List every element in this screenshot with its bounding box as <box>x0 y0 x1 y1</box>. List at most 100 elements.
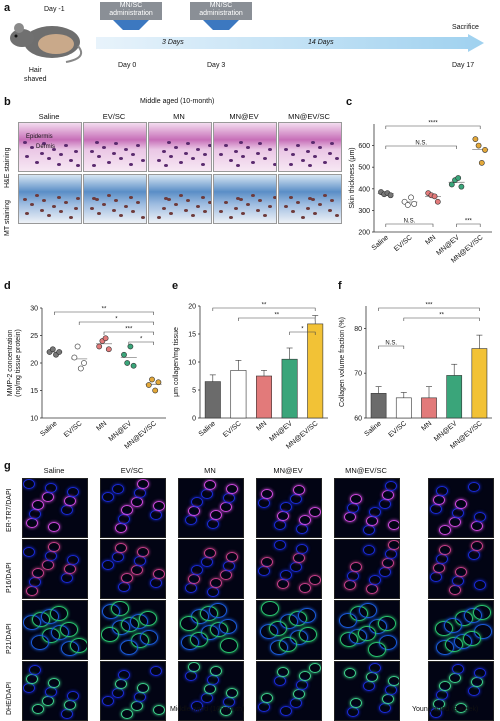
cell-structure <box>269 621 287 636</box>
sig-bracket <box>289 331 316 335</box>
cell-structure <box>137 479 149 489</box>
data-point <box>387 192 394 199</box>
data-point <box>130 362 137 369</box>
data-point <box>431 193 438 200</box>
cell-nucleus <box>124 205 128 208</box>
y-tick-label: 20 <box>30 361 38 368</box>
cell-structure <box>42 560 54 570</box>
cell-nucleus <box>186 199 190 202</box>
data-point <box>102 335 109 342</box>
cell-nucleus <box>167 198 171 201</box>
x-tick-label: Saline <box>198 420 217 438</box>
cell-nucleus <box>92 197 96 200</box>
cell-nucleus <box>313 212 317 215</box>
fluorescence-image <box>428 539 494 599</box>
cell-nucleus <box>179 161 183 164</box>
bar <box>281 358 298 419</box>
cell-structure <box>290 494 302 504</box>
cell-nucleus <box>241 155 245 158</box>
y-tick-label: 15 <box>30 388 38 395</box>
x-tick-label: MN <box>255 420 268 432</box>
sig-bracket <box>378 307 480 311</box>
cell-structure <box>153 501 165 511</box>
cell-structure <box>274 520 286 530</box>
cell-structure <box>60 622 78 637</box>
cell-structure <box>210 578 222 588</box>
cell-nucleus <box>289 196 293 199</box>
cell-structure <box>430 572 442 582</box>
cell-nucleus <box>224 144 228 147</box>
cell-structure <box>433 563 445 573</box>
cell-nucleus <box>318 203 322 206</box>
y-tick-label: 400 <box>358 186 370 193</box>
bar <box>307 323 324 419</box>
cell-structure <box>277 579 289 589</box>
cell-structure <box>223 493 235 503</box>
cell-nucleus <box>57 163 61 166</box>
cell-nucleus <box>141 159 145 162</box>
y-tick-label: 10 <box>188 360 196 367</box>
cell-structure <box>201 693 213 703</box>
cell-structure <box>382 490 394 500</box>
cell-structure <box>347 707 359 717</box>
cell-structure <box>102 560 114 570</box>
fluorescence-image <box>22 539 88 599</box>
fluorescence-image <box>100 539 166 599</box>
cell-structure <box>115 543 127 553</box>
x-tick-label: Saline <box>39 420 58 438</box>
cell-structure <box>359 603 377 618</box>
cell-structure <box>185 583 197 593</box>
cell-structure <box>455 567 467 577</box>
histo-col-head: EV/SC <box>102 112 126 121</box>
cell-structure <box>309 663 321 673</box>
cell-nucleus <box>35 161 39 164</box>
cell-nucleus <box>273 196 276 199</box>
cell-structure <box>471 541 483 551</box>
cell-structure <box>29 509 41 519</box>
cell-nucleus <box>114 142 118 145</box>
cell-nucleus <box>219 210 223 213</box>
cell-nucleus <box>301 216 305 219</box>
x-tick-label: Saline <box>371 234 390 252</box>
cell-nucleus <box>74 207 78 210</box>
cell-nucleus <box>328 152 332 155</box>
x-tick-label: EV/SC <box>222 420 243 439</box>
mouse-illustration <box>10 23 82 63</box>
panel-f-label: f <box>338 280 342 292</box>
cell-nucleus <box>296 201 300 204</box>
cell-nucleus <box>308 197 312 200</box>
cell-nucleus <box>52 205 56 208</box>
cell-nucleus <box>258 142 262 145</box>
cell-structure <box>131 565 143 575</box>
sacrifice-label: Sacrifice <box>452 24 479 31</box>
data-point <box>434 198 441 205</box>
cell-structure <box>115 523 127 533</box>
data-point <box>77 365 84 372</box>
cell-structure <box>309 575 321 585</box>
data-point <box>145 382 152 388</box>
cell-nucleus <box>69 159 73 162</box>
cell-nucleus <box>203 210 207 213</box>
data-point <box>121 351 127 358</box>
cell-structure <box>26 674 38 684</box>
cell-nucleus <box>201 163 205 166</box>
cell-structure <box>363 525 375 535</box>
cell-structure <box>388 520 399 530</box>
data-point <box>408 194 414 201</box>
data-point <box>448 181 455 188</box>
cell-nucleus <box>40 152 44 155</box>
cell-structure <box>226 688 238 698</box>
cell-nucleus <box>241 212 245 215</box>
cell-structure <box>204 684 216 694</box>
cell-nucleus <box>301 159 305 162</box>
fluor-col-head: Saline <box>43 466 65 475</box>
chart-d: 10 15 20 25 30 MMP-2 concentration (ng/mg tiss… <box>7 306 166 451</box>
x-tick-label: EV/SC <box>63 420 84 439</box>
histo-col-head: MN <box>173 112 185 121</box>
cell-structure <box>185 515 197 525</box>
cell-structure <box>226 484 238 494</box>
fluorescence-image <box>334 600 400 660</box>
cell-structure <box>45 483 57 493</box>
cell-nucleus <box>90 207 94 210</box>
